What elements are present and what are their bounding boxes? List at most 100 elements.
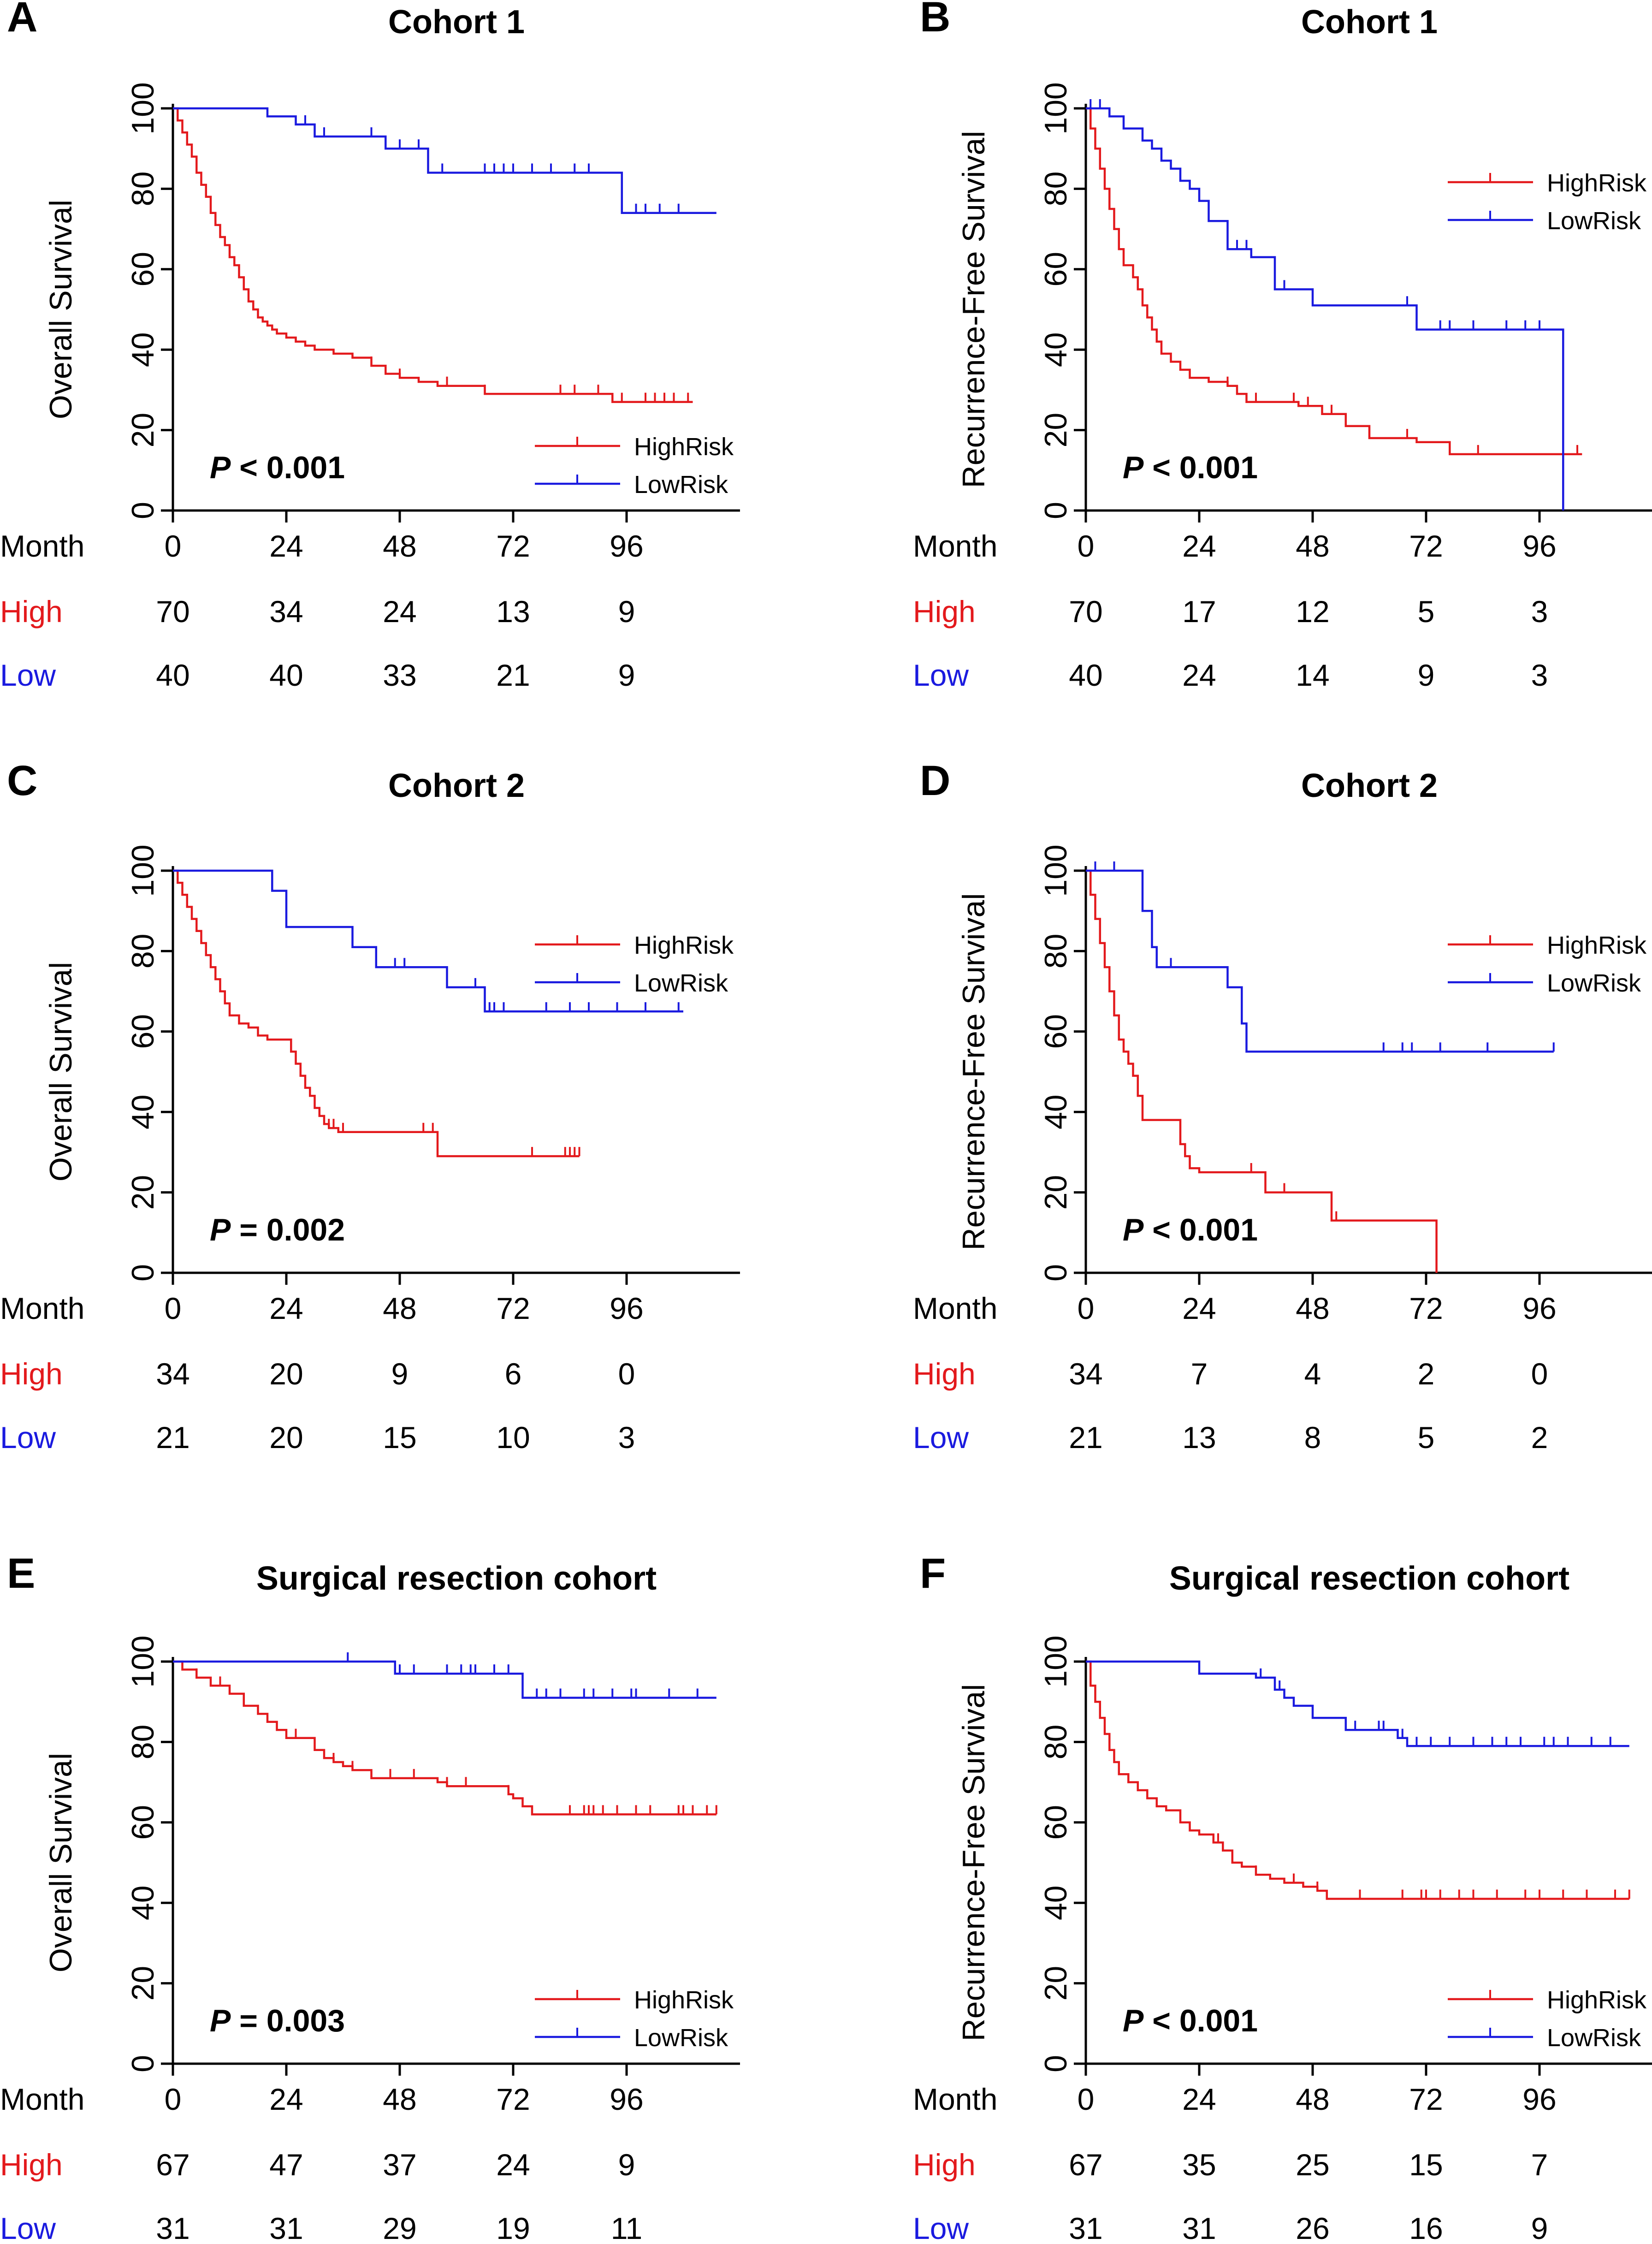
- x-tick-label: 48: [383, 529, 416, 563]
- x-tick-label: 96: [610, 1291, 643, 1325]
- at-risk-low: 9: [1531, 2211, 1548, 2244]
- at-risk-low: 3: [1531, 658, 1548, 692]
- y-tick-label: 0: [1038, 502, 1073, 519]
- risk-row-label-month: Month: [913, 1291, 997, 1325]
- risk-row-label-high: High: [913, 1357, 976, 1391]
- p-text: = 0.003: [231, 2003, 345, 2038]
- x-tick-label: 0: [1078, 2082, 1095, 2116]
- at-risk-high: 34: [156, 1357, 189, 1391]
- y-tick-label: 40: [125, 1885, 160, 1920]
- y-axis-title: Recurrence-Free Survival: [956, 131, 991, 488]
- panel-title: Cohort 2: [388, 767, 525, 804]
- y-tick-label: 80: [1038, 934, 1073, 969]
- km-panel-a: A Cohort 1 0 20 40 60 80 100 Overall Survival P <…: [0, 0, 740, 692]
- p-value: P < 0.001: [1123, 1212, 1258, 1247]
- at-risk-high: 34: [1069, 1357, 1102, 1391]
- x-tick-label: 72: [496, 1291, 530, 1325]
- y-tick-label: 40: [125, 332, 160, 367]
- legend-label: LowRisk: [634, 471, 728, 499]
- y-tick-label: 40: [1038, 1094, 1073, 1129]
- y-tick-label: 60: [125, 1014, 160, 1049]
- panel-letter: D: [920, 757, 950, 804]
- y-tick-label: 40: [1038, 1885, 1073, 1920]
- x-tick-label: 0: [1078, 1291, 1095, 1325]
- at-risk-high: 5: [1418, 594, 1435, 629]
- y-tick-label: 60: [1038, 1805, 1073, 1840]
- risk-row-label-month: Month: [0, 2082, 84, 2116]
- y-tick-label: 100: [1038, 844, 1073, 896]
- p-symbol: P: [210, 1212, 231, 1247]
- risk-row-label-month: Month: [0, 1291, 84, 1325]
- panel-title: Cohort 2: [1301, 767, 1438, 804]
- at-risk-low: 16: [1409, 2211, 1443, 2244]
- p-symbol: P: [1123, 1212, 1144, 1247]
- x-tick-label: 24: [269, 2082, 303, 2116]
- at-risk-low: 8: [1304, 1420, 1321, 1454]
- at-risk-high: 9: [391, 1357, 409, 1391]
- risk-row-label-low: Low: [0, 2211, 56, 2244]
- panel-letter: B: [920, 0, 950, 41]
- at-risk-high: 70: [1069, 594, 1102, 629]
- legend-label: HighRisk: [634, 932, 734, 959]
- km-curve-highrisk: [173, 869, 580, 1158]
- y-tick-label: 100: [125, 844, 160, 896]
- risk-row-label-high: High: [0, 1357, 63, 1391]
- at-risk-high: 12: [1296, 594, 1329, 629]
- y-axis-title: Recurrence-Free Survival: [956, 1684, 991, 2042]
- at-risk-low: 13: [1182, 1420, 1216, 1454]
- p-text: = 0.002: [231, 1212, 345, 1247]
- panel-letter: E: [7, 1550, 35, 1597]
- y-tick-label: 100: [125, 82, 160, 134]
- km-curve-highrisk: [173, 107, 693, 403]
- at-risk-high: 47: [269, 2148, 303, 2182]
- x-tick-label: 0: [165, 1291, 182, 1325]
- y-tick-label: 20: [1038, 1175, 1073, 1210]
- x-tick-label: 48: [383, 1291, 416, 1325]
- legend-label: LowRisk: [634, 969, 728, 997]
- risk-row-label-low: Low: [913, 658, 969, 692]
- km-panel-b: B Cohort 1 0 20 40 60 80 100 Recurrence-Free Sur…: [913, 0, 1652, 692]
- km-panel-e: E Surgical resection cohort 0 20 40 60 80 100 Ov…: [0, 1550, 740, 2244]
- at-risk-low: 40: [269, 658, 303, 692]
- y-tick-label: 0: [1038, 1264, 1073, 1282]
- x-tick-label: 96: [1522, 2082, 1556, 2116]
- panel-letter: C: [7, 757, 37, 804]
- y-tick-label: 80: [1038, 172, 1073, 207]
- panel-letter: F: [920, 1550, 946, 1597]
- km-curve-lowrisk: [1086, 869, 1554, 1053]
- at-risk-high: 4: [1304, 1357, 1321, 1391]
- at-risk-high: 9: [618, 594, 635, 629]
- at-risk-low: 2: [1531, 1420, 1548, 1454]
- risk-row-label-high: High: [913, 594, 976, 629]
- at-risk-high: 24: [383, 594, 416, 629]
- p-symbol: P: [1123, 2003, 1144, 2038]
- x-tick-label: 0: [1078, 529, 1095, 563]
- y-tick-label: 20: [125, 413, 160, 448]
- p-value: P < 0.001: [210, 450, 345, 485]
- risk-row-label-high: High: [913, 2148, 976, 2182]
- at-risk-low: 26: [1296, 2211, 1329, 2244]
- at-risk-high: 20: [269, 1357, 303, 1391]
- km-curve-lowrisk: [173, 1660, 716, 1699]
- at-risk-high: 25: [1296, 2148, 1329, 2182]
- at-risk-low: 5: [1418, 1420, 1435, 1454]
- x-tick-label: 72: [1409, 1291, 1443, 1325]
- y-tick-label: 0: [125, 1264, 160, 1282]
- p-value: P = 0.003: [210, 2003, 345, 2038]
- x-tick-label: 48: [1296, 529, 1329, 563]
- y-tick-label: 40: [1038, 332, 1073, 367]
- panel-title: Cohort 1: [1301, 4, 1438, 41]
- y-tick-label: 0: [125, 502, 160, 519]
- at-risk-low: 31: [1069, 2211, 1102, 2244]
- at-risk-low: 14: [1296, 658, 1329, 692]
- at-risk-low: 31: [156, 2211, 189, 2244]
- x-tick-label: 24: [269, 1291, 303, 1325]
- at-risk-low: 21: [156, 1420, 189, 1454]
- at-risk-low: 31: [1182, 2211, 1216, 2244]
- at-risk-low: 10: [496, 1420, 530, 1454]
- km-panel-f: F Surgical resection cohort 0 20 40 60 80 100 Re…: [913, 1550, 1652, 2244]
- y-tick-label: 60: [125, 252, 160, 287]
- km-curve-lowrisk: [173, 869, 683, 1013]
- risk-row-label-month: Month: [0, 529, 84, 563]
